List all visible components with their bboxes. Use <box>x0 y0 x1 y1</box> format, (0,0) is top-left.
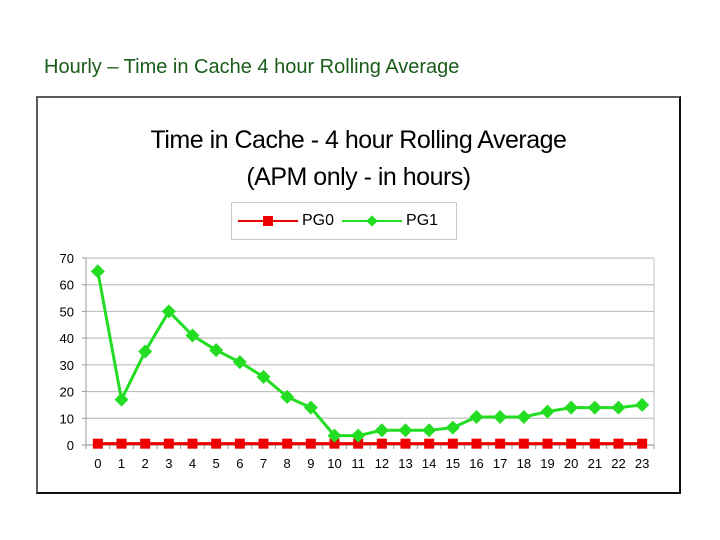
x-tick-label: 10 <box>327 456 341 471</box>
data-point-pg0 <box>566 438 577 449</box>
x-tick-label: 0 <box>94 456 101 471</box>
data-point-pg0 <box>234 438 245 449</box>
data-point-pg1 <box>398 423 413 438</box>
y-tick-label: 70 <box>60 251 74 266</box>
data-point-pg1 <box>611 400 626 415</box>
y-tick-label: 0 <box>67 438 74 453</box>
x-tick-label: 14 <box>422 456 436 471</box>
data-point-pg1 <box>422 423 437 438</box>
data-point-pg0 <box>518 438 529 449</box>
data-point-pg0 <box>589 438 600 449</box>
data-point-pg0 <box>400 438 411 449</box>
x-tick-label: 19 <box>540 456 554 471</box>
data-point-pg1 <box>256 369 271 384</box>
data-point-pg1 <box>587 400 602 415</box>
axes <box>82 257 655 449</box>
data-point-pg1 <box>493 409 508 424</box>
chart-frame: Time in Cache - 4 hour Rolling Average (… <box>36 96 681 494</box>
x-tick-label: 12 <box>375 456 389 471</box>
data-point-pg1 <box>564 400 579 415</box>
data-point-pg1 <box>516 409 531 424</box>
chart-subtitle: (APM only - in hours) <box>246 163 471 191</box>
x-tick-label: 17 <box>493 456 507 471</box>
data-point-pg0 <box>211 438 222 449</box>
data-point-pg0 <box>637 438 648 449</box>
data-point-pg0 <box>329 438 340 449</box>
x-tick-label: 21 <box>588 456 602 471</box>
data-point-pg1 <box>232 355 247 370</box>
slide-title: Hourly – Time in Cache 4 hour Rolling Av… <box>44 56 460 78</box>
data-point-pg1 <box>209 343 224 358</box>
y-tick-label: 60 <box>60 278 74 293</box>
gridlines <box>86 257 655 446</box>
x-tick-label: 15 <box>446 456 460 471</box>
data-point-pg1 <box>327 428 342 443</box>
data-point-pg1 <box>351 428 366 443</box>
data-point-pg1 <box>635 397 650 412</box>
x-tick-label: 4 <box>189 456 196 471</box>
data-point-pg1 <box>303 400 318 415</box>
legend-label-pg0: PG0 <box>302 212 335 229</box>
data-point-pg1 <box>374 423 389 438</box>
chart-title: Time in Cache - 4 hour Rolling Average <box>150 126 567 154</box>
data-point-pg0 <box>353 438 364 449</box>
data-point-pg0 <box>542 438 553 449</box>
legend-item-pg0: PG0 <box>238 212 334 230</box>
data-point-pg1 <box>90 264 105 279</box>
x-tick-label: 6 <box>236 456 243 471</box>
data-point-pg1 <box>185 328 200 343</box>
chart-legend: PG0 PG1 <box>231 202 457 240</box>
x-tick-label: 9 <box>307 456 314 471</box>
x-tick-label: 2 <box>142 456 149 471</box>
data-point-pg0 <box>187 438 198 449</box>
x-tick-label: 20 <box>564 456 578 471</box>
x-tick-label: 3 <box>165 456 172 471</box>
data-point-pg0 <box>140 438 151 449</box>
x-tick-label: 23 <box>635 456 649 471</box>
data-point-pg1 <box>138 344 153 359</box>
data-point-pg0 <box>92 438 103 449</box>
data-point-pg0 <box>258 438 269 449</box>
data-point-pg0 <box>376 438 387 449</box>
data-point-pg0 <box>282 438 293 449</box>
x-tick-label: 13 <box>398 456 412 471</box>
data-point-pg0 <box>447 438 458 449</box>
y-tick-label: 50 <box>60 304 74 319</box>
x-tick-label: 5 <box>213 456 220 471</box>
data-point-pg0 <box>471 438 482 449</box>
x-axis-ticks: 0 1 2 3 4 5 6 7 8 9 10 11 12 13 14 15 16 17 18 19 20 21 22 23 <box>94 456 649 471</box>
legend-swatch-pg1 <box>342 215 403 227</box>
data-point-pg1 <box>469 409 484 424</box>
series-line-pg1 <box>96 271 643 438</box>
data-point-pg1 <box>114 392 129 407</box>
x-tick-label: 8 <box>284 456 291 471</box>
square-marker-icon <box>263 216 273 226</box>
data-point-pg0 <box>305 438 316 449</box>
data-point-pg0 <box>116 438 127 449</box>
y-tick-label: 40 <box>60 331 74 346</box>
y-axis-ticks: 0 10 20 30 40 50 60 70 <box>60 251 74 453</box>
legend-item-pg1: PG1 <box>342 212 438 230</box>
x-tick-label: 1 <box>118 456 125 471</box>
x-tick-label: 11 <box>351 456 365 471</box>
y-tick-label: 30 <box>60 358 74 373</box>
data-point-pg0 <box>424 438 435 449</box>
data-point-pg0 <box>613 438 624 449</box>
data-point-pg1 <box>540 404 555 419</box>
data-series <box>90 264 650 449</box>
data-point-pg0 <box>163 438 174 449</box>
x-tick-label: 7 <box>260 456 267 471</box>
data-point-pg0 <box>495 438 506 449</box>
y-tick-label: 10 <box>60 411 74 426</box>
legend-swatch-pg0 <box>238 215 298 227</box>
y-tick-label: 20 <box>60 385 74 400</box>
legend-label-pg1: PG1 <box>406 212 439 229</box>
data-point-pg1 <box>161 304 176 319</box>
data-point-pg1 <box>280 389 295 404</box>
x-tick-label: 18 <box>517 456 531 471</box>
x-tick-label: 16 <box>469 456 483 471</box>
x-tick-label: 22 <box>611 456 625 471</box>
data-point-pg1 <box>445 420 460 435</box>
